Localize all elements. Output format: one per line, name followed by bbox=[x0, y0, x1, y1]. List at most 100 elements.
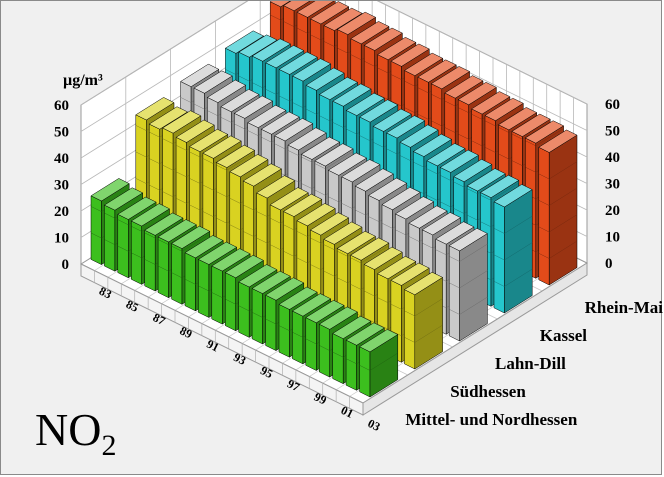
bar-top-face bbox=[206, 79, 247, 103]
bar-front-face bbox=[538, 146, 550, 286]
bars bbox=[90, 1, 578, 398]
pollutant-title: NO2 bbox=[35, 407, 116, 461]
bar-front-face bbox=[332, 333, 344, 385]
bar-top-face bbox=[180, 63, 220, 87]
bar-front-face bbox=[319, 323, 330, 378]
z-tick-left: 40 bbox=[54, 151, 69, 167]
bar-top-face bbox=[426, 143, 466, 167]
bar-top-face bbox=[448, 228, 488, 252]
bar-top-face bbox=[350, 21, 390, 45]
bar-top-face bbox=[403, 271, 444, 296]
left-wall-gridline bbox=[80, 1, 249, 106]
bar-top-face bbox=[184, 235, 224, 259]
x-tick-label: 91 bbox=[204, 337, 221, 355]
bar-band-line bbox=[484, 108, 524, 127]
left-wall-gridline bbox=[80, 1, 291, 132]
bar-top-face bbox=[242, 163, 283, 187]
x-tick-label: 99 bbox=[312, 390, 329, 408]
bar-band-line bbox=[323, 232, 363, 250]
bar-top-face bbox=[318, 306, 359, 330]
bar-top-face bbox=[421, 212, 462, 236]
bar-top-face bbox=[403, 52, 444, 76]
bar-top-face bbox=[484, 97, 524, 121]
z-tick-left: 60 bbox=[54, 98, 69, 114]
bar-band-line bbox=[350, 245, 390, 264]
bar-lahn-dill-2003 bbox=[448, 228, 488, 342]
bar-top-face bbox=[287, 127, 327, 151]
bar-top-face bbox=[332, 315, 372, 339]
bar-band-line bbox=[538, 161, 578, 180]
bar-top-face bbox=[399, 124, 439, 148]
bar-top-face bbox=[390, 43, 430, 67]
bar-top-face bbox=[256, 175, 296, 199]
bar-top-face bbox=[278, 51, 318, 75]
bar-band-line bbox=[449, 270, 488, 289]
x-tick-label: 01 bbox=[339, 403, 356, 421]
bar-top-face bbox=[265, 45, 305, 69]
bar-top-face bbox=[144, 212, 184, 236]
bar-top-face bbox=[390, 262, 430, 286]
bar-top-face bbox=[269, 187, 309, 211]
bar-front-face bbox=[144, 229, 156, 292]
bar-front-face bbox=[292, 310, 304, 365]
bar-top-face bbox=[435, 221, 475, 245]
bar-top-face bbox=[359, 329, 399, 353]
bar-top-face bbox=[323, 7, 363, 31]
bar-band-line bbox=[453, 169, 493, 188]
bar-top-face bbox=[466, 168, 506, 192]
bar-top-face bbox=[377, 37, 417, 61]
bar-top-face bbox=[457, 82, 497, 106]
bar-front-face bbox=[278, 304, 290, 358]
z-tick-right: 0 bbox=[605, 256, 613, 272]
bar-top-face bbox=[238, 34, 278, 58]
bar-front-face bbox=[251, 288, 263, 345]
z-tick-right: 10 bbox=[605, 230, 620, 246]
bar-top-face bbox=[493, 184, 533, 208]
back-wall-gridline bbox=[377, 1, 588, 105]
bar-top-face bbox=[296, 1, 335, 18]
z-tick-left: 20 bbox=[54, 204, 69, 220]
bar-top-face bbox=[117, 196, 157, 220]
bar-top-face bbox=[372, 108, 412, 132]
bar-band-line bbox=[158, 227, 197, 245]
bar-top-face bbox=[538, 129, 578, 153]
bar-top-face bbox=[215, 144, 256, 168]
bar-top-face bbox=[175, 119, 215, 143]
bar-top-face bbox=[497, 107, 538, 131]
bar-top-face bbox=[453, 159, 493, 183]
z-tick-left: 30 bbox=[54, 178, 69, 194]
bar-front-face bbox=[157, 236, 169, 299]
bar-top-face bbox=[430, 66, 471, 90]
bar-side-face bbox=[548, 134, 578, 286]
bar-top-face bbox=[350, 237, 390, 261]
bar-side-face bbox=[459, 233, 488, 342]
x-tick-label: 97 bbox=[285, 376, 302, 394]
bar-band-line bbox=[480, 182, 519, 201]
bar-top-face bbox=[381, 187, 421, 211]
bar-top-face bbox=[90, 178, 130, 202]
bar-top-face bbox=[408, 205, 448, 229]
bar-front-face bbox=[171, 243, 183, 305]
bar-top-face bbox=[251, 38, 292, 62]
bar-top-face bbox=[157, 219, 197, 243]
bar-top-face bbox=[291, 58, 332, 82]
bar-band-line bbox=[216, 152, 255, 171]
bar-band-line bbox=[525, 128, 564, 147]
bar-top-face bbox=[309, 212, 350, 236]
bar-top-face bbox=[238, 264, 278, 288]
bar-top-face bbox=[314, 143, 354, 167]
bar-top-face bbox=[269, 1, 291, 8]
bar-top-face bbox=[412, 133, 453, 157]
bar-front-face bbox=[359, 346, 371, 398]
bar-top-face bbox=[444, 75, 484, 99]
bar-top-face bbox=[354, 168, 394, 192]
bar-top-face bbox=[417, 59, 457, 83]
bar-top-face bbox=[336, 230, 377, 254]
bar-top-face bbox=[103, 187, 144, 211]
bar-top-face bbox=[300, 136, 341, 160]
bar-top-face bbox=[439, 149, 480, 173]
bar-top-face bbox=[130, 203, 171, 227]
bar-top-face bbox=[524, 120, 565, 144]
x-tick-label: 87 bbox=[151, 310, 168, 328]
